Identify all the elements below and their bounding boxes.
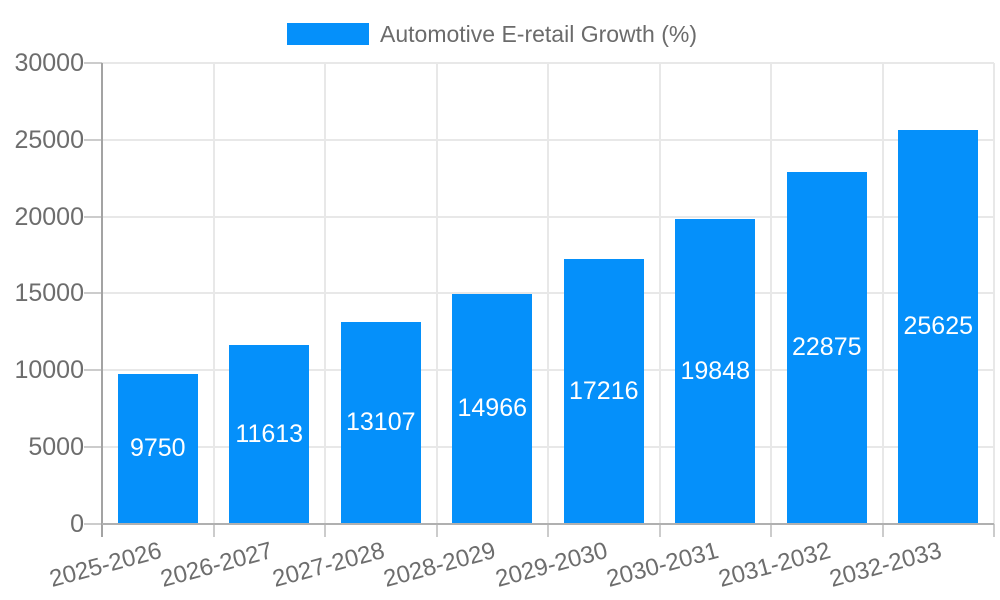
y-axis-tick-label: 15000 [14,279,84,308]
y-axis-tick [84,62,102,64]
x-axis-label-2028-2029: 2028-2029 [381,537,499,593]
legend-swatch [287,23,369,45]
y-axis-tick-label: 25000 [14,125,84,154]
bar-2029-2030[interactable]: 17216 [563,259,644,524]
x-axis-label-2025-2026: 2025-2026 [46,537,165,593]
x-axis-tick [658,523,661,537]
bar-value-label: 17216 [568,376,639,405]
x-axis-label-2027-2028: 2027-2028 [269,537,388,593]
bar-2025-2026[interactable]: 9750 [117,373,198,524]
x-axis-tick [993,523,995,537]
bar-2030-2031[interactable]: 19848 [675,218,756,524]
x-axis-label-2029-2030: 2029-2030 [492,537,611,593]
x-axis-tick [547,523,549,537]
x-gridline [435,63,438,524]
x-gridline [770,63,772,524]
bar-value-label: 11613 [235,419,304,448]
x-gridline [212,63,215,524]
bar-value-label: 14966 [457,394,528,423]
y-axis-tick [84,138,102,141]
x-gridline [547,63,549,524]
x-axis-label-2030-2031: 2030-2031 [604,537,722,593]
legend-label: Automotive E-retail Growth (%) [380,21,697,47]
y-axis-tick [84,522,102,525]
y-axis-line [101,63,103,525]
bar-value-label: 13107 [345,408,416,437]
x-axis-tick [881,523,884,537]
y-axis-tick-label: 5000 [28,432,84,461]
x-gridline [881,63,884,524]
y-axis-tick-label: 30000 [14,49,84,77]
bar-2032-2033[interactable]: 25625 [898,130,979,524]
x-axis-label-2026-2027: 2026-2027 [158,537,276,593]
y-axis-tick-label: 0 [70,509,84,538]
bar-2027-2028[interactable]: 13107 [340,322,421,524]
bar-2028-2029[interactable]: 14966 [452,293,533,524]
y-axis-tick [84,369,102,371]
x-gridline [993,63,995,524]
bar-value-label: 25625 [903,312,974,341]
x-gridline [658,63,661,524]
y-axis-tick [84,292,102,295]
x-axis-tick [101,523,103,537]
bar-2026-2027[interactable]: 11613 [229,345,310,524]
x-axis-label-2031-2032: 2031-2032 [715,537,834,593]
bar-2031-2032[interactable]: 22875 [786,172,867,524]
x-axis-tick [324,523,326,537]
x-axis-tick [770,523,772,537]
bar-value-label: 9750 [129,434,186,463]
bar-value-label: 22875 [791,333,862,362]
x-gridline [324,63,326,524]
y-axis-tick-label: 20000 [14,202,84,231]
x-axis-tick [212,523,215,537]
x-axis-baseline [102,522,994,525]
bar-value-label: 19848 [680,356,751,385]
y-axis-tick [84,445,102,448]
x-axis-label-2032-2033: 2032-2033 [827,537,945,593]
y-axis-tick [84,215,102,218]
x-axis-tick [435,523,438,537]
y-axis-tick-label: 10000 [14,356,84,384]
